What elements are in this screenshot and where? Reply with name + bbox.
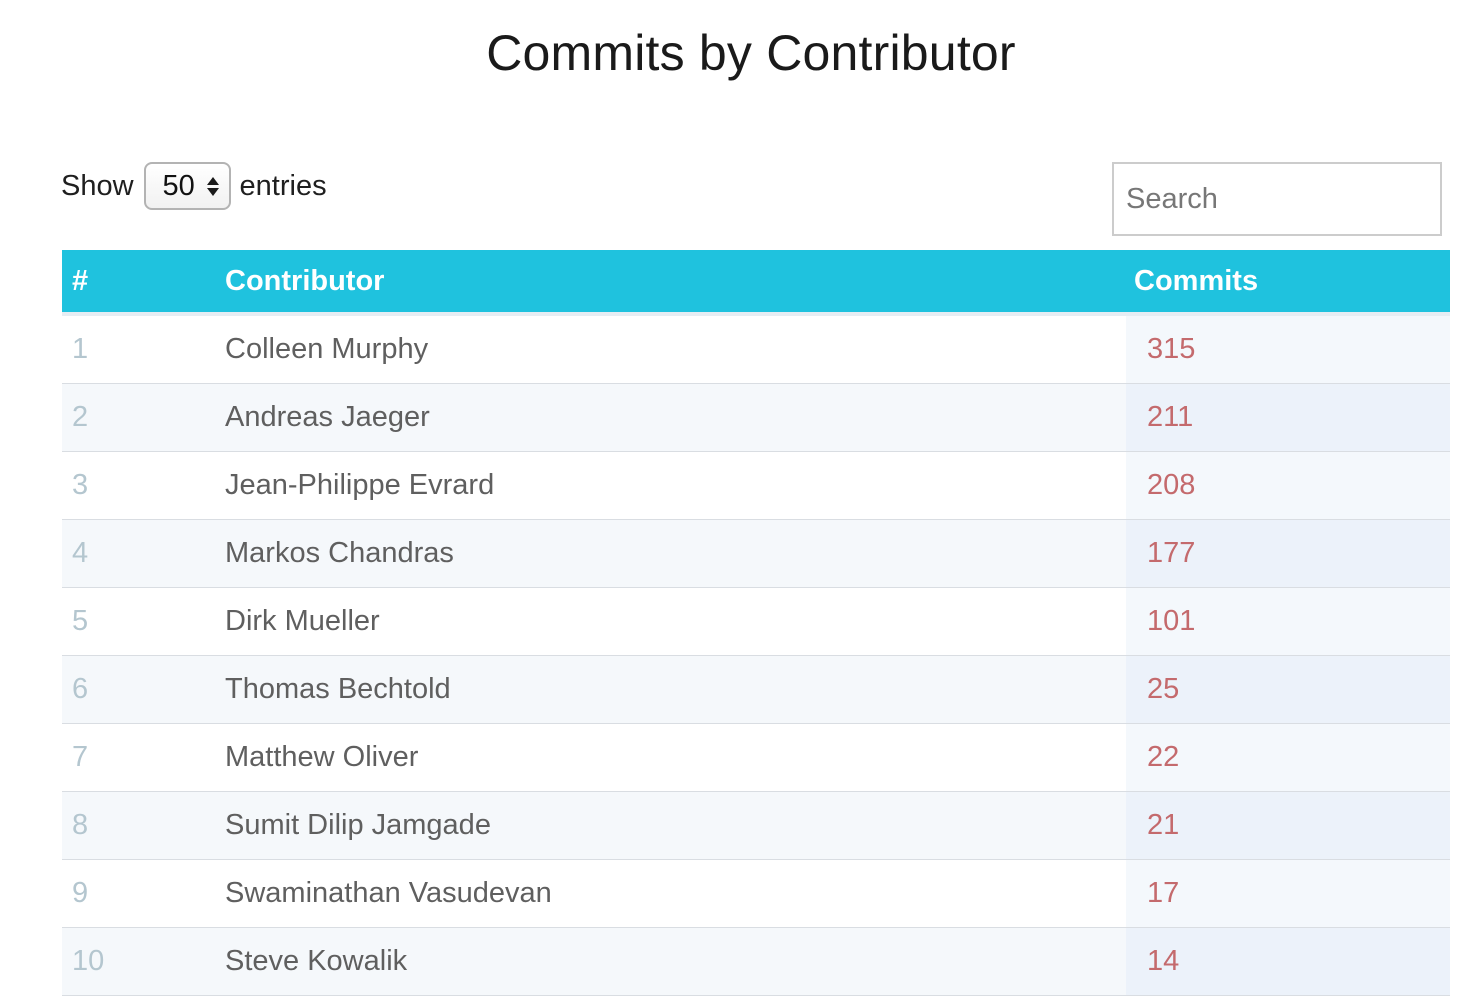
rank-cell: 1	[62, 314, 215, 384]
contributor-cell: Dirk Mueller	[215, 587, 1126, 656]
contributor-cell: Andreas Jaeger	[215, 383, 1126, 452]
rank-cell: 10	[62, 927, 215, 996]
table-row: 7 Matthew Oliver 22	[62, 723, 1450, 792]
contributor-cell: Thomas Bechtold	[215, 655, 1126, 724]
table-row: 4 Markos Chandras 177	[62, 519, 1450, 588]
commits-cell: 211	[1126, 383, 1450, 452]
table-header-row: # Contributor Commits	[62, 250, 1450, 316]
table-row: 9 Swaminathan Vasudevan 17	[62, 859, 1450, 928]
contributor-cell: Sumit Dilip Jamgade	[215, 791, 1126, 860]
column-header-commits[interactable]: Commits	[1126, 250, 1450, 316]
contributors-table: # Contributor Commits 1 Colleen Murphy 315…	[62, 250, 1450, 996]
rank-cell: 5	[62, 587, 215, 656]
table-row: 6 Thomas Bechtold 25	[62, 655, 1450, 724]
commits-cell: 25	[1126, 655, 1450, 724]
table-body: 1 Colleen Murphy 315 2 Andreas Jaeger 211 3 Jea…	[62, 314, 1450, 996]
contributor-cell: Matthew Oliver	[215, 723, 1126, 792]
page-length-control: Show 50 entries	[61, 162, 327, 210]
commits-cell: 315	[1126, 314, 1450, 384]
show-label: Show	[61, 169, 134, 202]
contributor-cell: Swaminathan Vasudevan	[215, 859, 1126, 928]
commits-cell: 208	[1126, 451, 1450, 520]
commits-cell: 101	[1126, 587, 1450, 656]
commits-cell: 177	[1126, 519, 1450, 588]
rank-cell: 4	[62, 519, 215, 588]
contributor-cell: Jean-Philippe Evrard	[215, 451, 1126, 520]
search-input[interactable]	[1112, 162, 1442, 236]
column-header-rank[interactable]: #	[62, 250, 215, 316]
rank-cell: 7	[62, 723, 215, 792]
table-row: 10 Steve Kowalik 14	[62, 927, 1450, 996]
rank-cell: 6	[62, 655, 215, 724]
rank-cell: 3	[62, 451, 215, 520]
contributor-cell: Markos Chandras	[215, 519, 1126, 588]
rank-cell: 2	[62, 383, 215, 452]
commits-cell: 22	[1126, 723, 1450, 792]
commits-cell: 17	[1126, 859, 1450, 928]
rank-cell: 9	[62, 859, 215, 928]
commits-cell: 21	[1126, 791, 1450, 860]
rank-cell: 8	[62, 791, 215, 860]
page-length-value: 50	[162, 169, 195, 202]
commits-cell: 14	[1126, 927, 1450, 996]
up-down-arrows-icon	[205, 176, 221, 196]
table-row: 2 Andreas Jaeger 211	[62, 383, 1450, 452]
column-header-contributor[interactable]: Contributor	[215, 250, 1126, 316]
entries-label: entries	[239, 169, 327, 202]
contributor-cell: Steve Kowalik	[215, 927, 1126, 996]
table-row: 1 Colleen Murphy 315	[62, 314, 1450, 384]
table-row: 8 Sumit Dilip Jamgade 21	[62, 791, 1450, 860]
page-title: Commits by Contributor	[486, 25, 1016, 81]
table-row: 5 Dirk Mueller 101	[62, 587, 1450, 656]
table-row: 3 Jean-Philippe Evrard 208	[62, 451, 1450, 520]
contributor-cell: Colleen Murphy	[215, 314, 1126, 384]
page-length-select[interactable]: 50	[143, 162, 231, 210]
